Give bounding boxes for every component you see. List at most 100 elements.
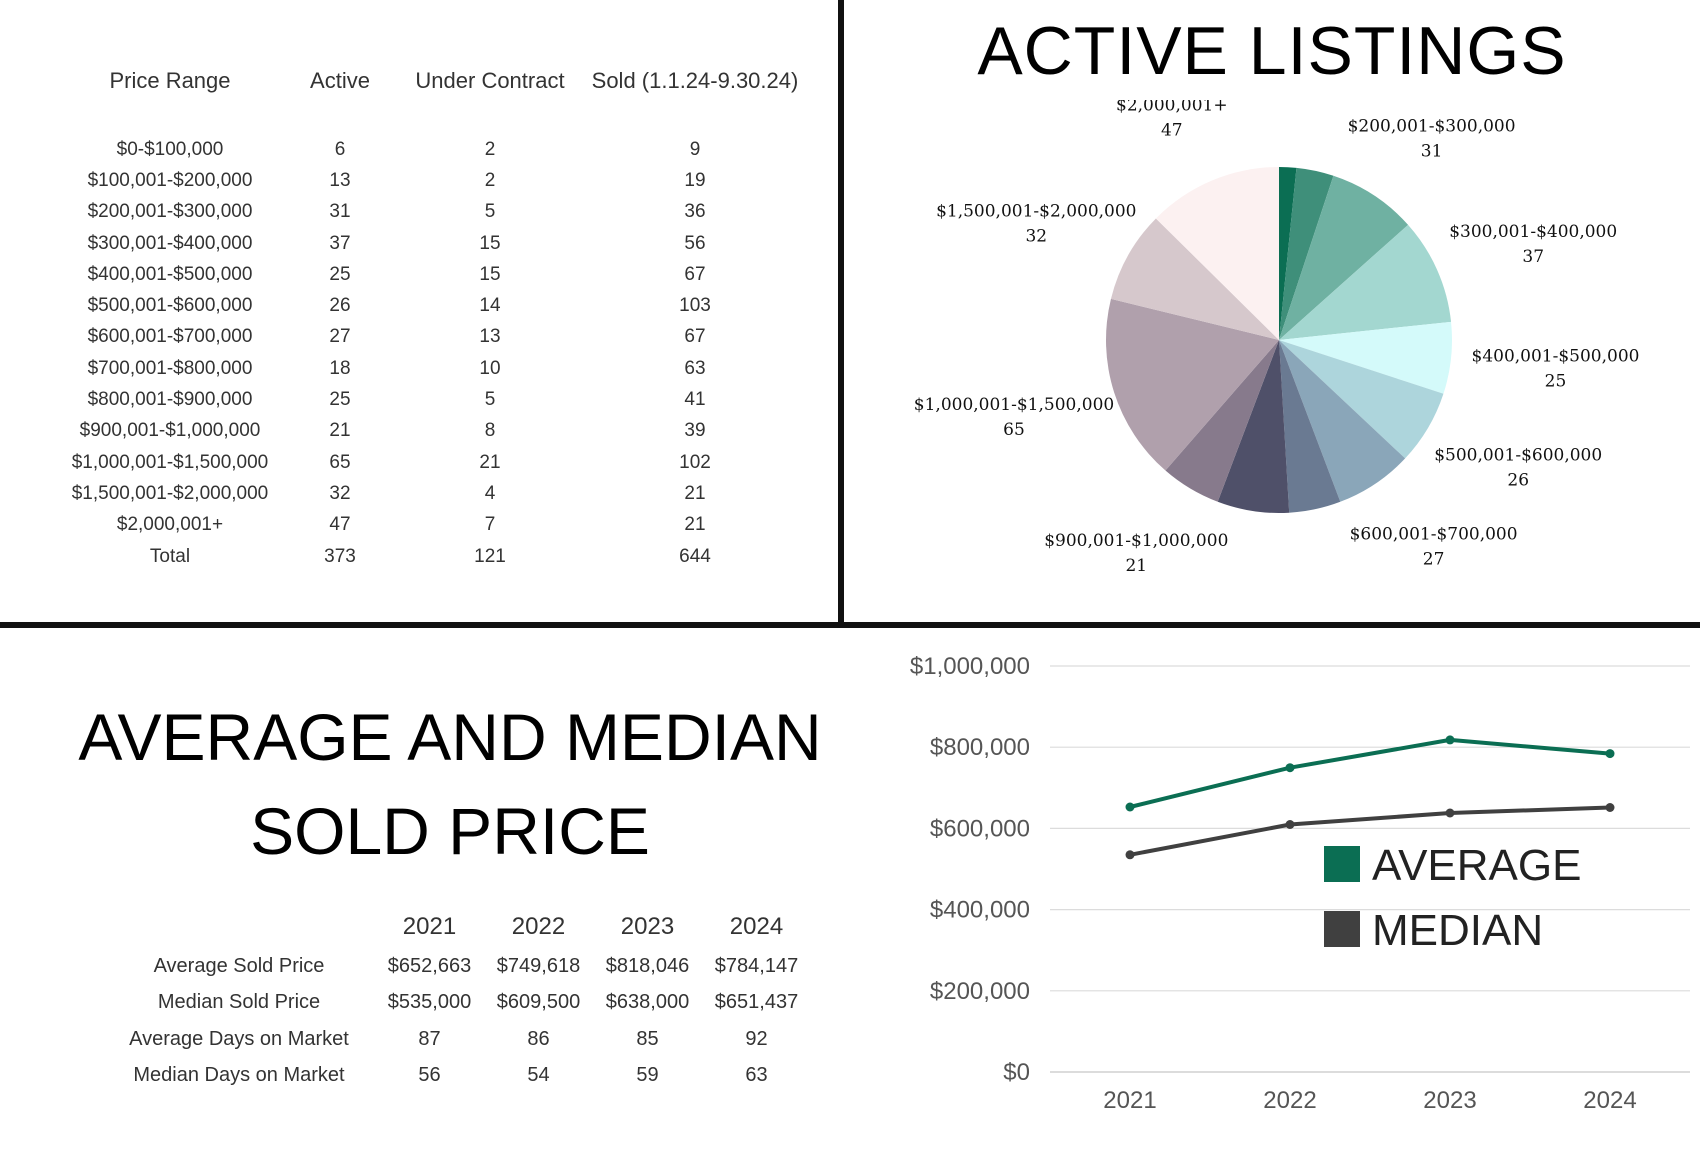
- table-row: $300,001-$400,000 37 15 56: [60, 228, 810, 259]
- pie-slice: [1105, 298, 1279, 471]
- cell-price-range: $1,500,001-$2,000,000: [71, 482, 269, 504]
- cell-sold: 9: [689, 138, 701, 160]
- cell-sold: 67: [684, 326, 706, 348]
- cell-sold: 102: [679, 451, 711, 473]
- data-point: [1285, 763, 1295, 773]
- listings-table-panel: Price Range Active Under Contract Sold (…: [60, 60, 840, 572]
- header-under-contract: Under Contract: [415, 68, 565, 93]
- sold-price-title: AVERAGE AND MEDIAN SOLD PRICE: [20, 690, 880, 878]
- cell-active: 32: [329, 482, 351, 504]
- cell-under-contract: 5: [484, 201, 496, 223]
- cell-under-contract: 10: [479, 357, 501, 379]
- y-tick-label: $800,000: [930, 734, 1030, 761]
- summary-value: 59: [636, 1064, 659, 1087]
- pie-slice-label: $200,001-$300,000: [1348, 117, 1516, 137]
- cell-active: 31: [329, 201, 351, 223]
- y-tick-label: $200,000: [930, 978, 1030, 1005]
- cell-active: 6: [334, 138, 346, 160]
- table-row: $0-$100,000 6 2 9: [60, 134, 810, 165]
- summary-value: $609,500: [496, 991, 581, 1014]
- cell-sold: 41: [684, 389, 706, 411]
- cell-price-range: $400,001-$500,000: [87, 263, 253, 285]
- pie-slice-value: 27: [1423, 549, 1445, 569]
- pie-slice: [1279, 340, 1444, 459]
- x-tick-label: 2022: [1263, 1087, 1316, 1114]
- header-sold: Sold (1.1.24-9.30.24): [591, 68, 799, 93]
- pie-slice: [1279, 175, 1409, 340]
- data-point: [1605, 749, 1615, 759]
- cell-active: 47: [329, 514, 351, 536]
- pie-slice: [1279, 224, 1452, 340]
- cell-active: 373: [324, 545, 356, 567]
- table-row: $500,001-$600,000 26 14 103: [60, 290, 810, 321]
- pie-slice: [1279, 340, 1406, 502]
- table-row: $1,500,001-$2,000,000 32 4 21: [60, 478, 810, 509]
- summary-row: Median Sold Price $535,000 $609,500 $638,00…: [110, 985, 811, 1022]
- x-tick-label: 2021: [1103, 1087, 1156, 1114]
- cell-under-contract: 5: [484, 389, 496, 411]
- cell-price-range: $0-$100,000: [116, 138, 224, 160]
- cell-price-range: Total: [149, 545, 191, 567]
- summary-value: 92: [745, 1027, 768, 1050]
- summary-value: $749,618: [496, 954, 581, 977]
- cell-price-range: $500,001-$600,000: [87, 295, 253, 317]
- summary-value: 87: [418, 1027, 441, 1050]
- cell-price-range: $2,000,001+: [116, 514, 224, 536]
- cell-under-contract: 15: [479, 263, 501, 285]
- cell-price-range: $600,001-$700,000: [87, 326, 253, 348]
- summary-corner: [110, 910, 375, 948]
- x-tick-label: 2024: [1583, 1087, 1636, 1114]
- pie-slice: [1110, 218, 1279, 340]
- cell-sold: 19: [684, 169, 706, 191]
- legend-label: AVERAGE: [1372, 841, 1581, 890]
- header-active: Active: [310, 68, 370, 93]
- table-row: $100,001-$200,000 13 2 19: [60, 165, 810, 196]
- cell-active: 25: [329, 389, 351, 411]
- pie-slice: [1217, 340, 1290, 514]
- horizontal-divider: [0, 622, 1700, 628]
- cell-sold: 56: [684, 232, 706, 254]
- cell-price-range: $300,001-$400,000: [87, 232, 253, 254]
- data-point: [1445, 735, 1455, 745]
- table-row: Total 373 121 644: [60, 541, 810, 572]
- summary-header-row: 2021 2022 2023 2024: [110, 910, 811, 948]
- pie-slice-label: $900,001-$1,000,000: [1044, 531, 1228, 551]
- listings-header-row: Price Range Active Under Contract Sold (…: [60, 60, 810, 134]
- summary-value: 63: [745, 1064, 768, 1087]
- summary-value: 86: [527, 1027, 550, 1050]
- table-row: $900,001-$1,000,000 21 8 39: [60, 416, 810, 447]
- sold-price-title-line2: SOLD PRICE: [250, 794, 650, 868]
- y-tick-label: $400,000: [930, 897, 1030, 924]
- cell-price-range: $200,001-$300,000: [87, 201, 253, 223]
- sold-price-line-chart: $0 $200,000 $400,000 $600,000 $800,000 $1,000…: [910, 653, 1690, 1114]
- header-price-range: Price Range: [109, 68, 231, 93]
- summary-row: Average Days on Market 87 86 85 92: [110, 1021, 811, 1058]
- cell-active: 18: [329, 357, 351, 379]
- summary-table: 2021 2022 2023 2024 Average Sold Price $6…: [110, 910, 811, 1094]
- cell-sold: 21: [684, 482, 706, 504]
- cell-price-range: $800,001-$900,000: [87, 389, 253, 411]
- cell-price-range: $100,001-$200,000: [87, 169, 253, 191]
- data-point: [1445, 808, 1455, 818]
- summary-year-2024: 2024: [729, 913, 784, 940]
- summary-value: $818,046: [605, 954, 690, 977]
- pie-slice-value: 31: [1421, 142, 1443, 162]
- cell-sold: 63: [684, 357, 706, 379]
- cell-under-contract: 8: [484, 420, 496, 442]
- table-row: $700,001-$800,000 18 10 63: [60, 353, 810, 384]
- cell-price-range: $900,001-$1,000,000: [79, 420, 261, 442]
- pie-slice-value: 21: [1125, 556, 1147, 576]
- summary-row-label: Average Sold Price: [153, 954, 325, 977]
- y-tick-label: $1,000,000: [910, 653, 1030, 680]
- pie-slice: [1155, 167, 1279, 340]
- summary-row-label: Median Sold Price: [157, 991, 321, 1014]
- summary-row: Average Sold Price $652,663 $749,618 $818,0…: [110, 948, 811, 985]
- pie-slice-value: 26: [1507, 471, 1529, 491]
- pie-slice-value: 37: [1522, 247, 1544, 267]
- listings-table: Price Range Active Under Contract Sold (…: [60, 60, 810, 572]
- cell-under-contract: 2: [484, 138, 496, 160]
- summary-value: $784,147: [714, 954, 799, 977]
- cell-under-contract: 15: [479, 232, 501, 254]
- summary-value: $652,663: [387, 954, 472, 977]
- y-tick-label: $600,000: [930, 815, 1030, 842]
